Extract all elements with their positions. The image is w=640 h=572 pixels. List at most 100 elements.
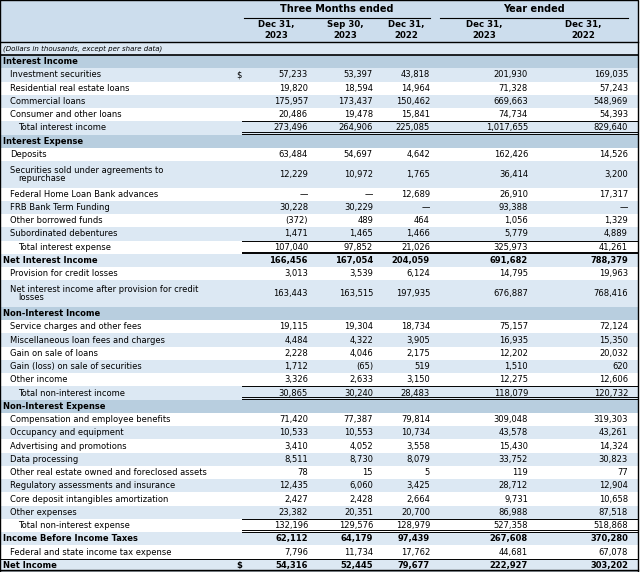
Text: 12,229: 12,229 [279,170,308,179]
Text: 20,351: 20,351 [344,508,373,517]
Text: 20,700: 20,700 [401,508,430,517]
Bar [0,108,638,121]
Text: Non-Interest Income: Non-Interest Income [3,309,100,318]
Bar [0,452,638,466]
Text: 691,682: 691,682 [490,256,528,265]
Text: Commercial loans: Commercial loans [10,97,85,106]
Text: 19,115: 19,115 [279,322,308,331]
Text: 67,078: 67,078 [598,547,628,557]
Text: 10,972: 10,972 [344,170,373,179]
Text: Investment securities: Investment securities [10,70,101,80]
Text: Advertising and promotions: Advertising and promotions [10,442,127,451]
Text: 2,175: 2,175 [406,349,430,358]
Text: 527,358: 527,358 [493,521,528,530]
Text: 87,518: 87,518 [599,508,628,517]
Text: 3,200: 3,200 [604,170,628,179]
Bar [0,201,638,214]
Bar [0,373,638,387]
Text: 54,393: 54,393 [599,110,628,119]
Text: 128,979: 128,979 [396,521,430,530]
Bar [0,227,638,241]
Text: 201,930: 201,930 [493,70,528,80]
Text: 28,483: 28,483 [401,388,430,398]
Text: Service charges and other fees: Service charges and other fees [10,322,141,331]
Text: 12,435: 12,435 [279,481,308,490]
Text: Total interest income: Total interest income [18,124,106,132]
Text: 7,796: 7,796 [284,547,308,557]
Text: 1,465: 1,465 [349,229,373,239]
Text: 8,730: 8,730 [349,455,373,464]
Text: 79,814: 79,814 [401,415,430,424]
Text: 18,734: 18,734 [401,322,430,331]
Text: Interest Income: Interest Income [3,57,78,66]
Text: Other expenses: Other expenses [10,508,77,517]
Text: Securities sold under agreements to: Securities sold under agreements to [10,166,163,175]
Text: 162,426: 162,426 [493,150,528,159]
Text: Non-Interest Expense: Non-Interest Expense [3,402,106,411]
Text: Occupancy and equipment: Occupancy and equipment [10,428,124,438]
Bar [0,546,638,559]
Text: 54,697: 54,697 [344,150,373,159]
Text: Income Before Income Taxes: Income Before Income Taxes [3,534,138,543]
Text: 21,026: 21,026 [401,243,430,252]
Text: Total non-interest income: Total non-interest income [18,388,125,398]
Text: 23,382: 23,382 [279,508,308,517]
Text: Federal Home Loan Bank advances: Federal Home Loan Bank advances [10,190,158,198]
Text: 17,762: 17,762 [401,547,430,557]
Text: 5: 5 [425,468,430,477]
Bar [0,360,638,373]
Text: 2,228: 2,228 [284,349,308,358]
Text: 325,973: 325,973 [493,243,528,252]
Text: Total interest expense: Total interest expense [18,243,111,252]
Text: 3,425: 3,425 [406,481,430,490]
Text: 41,261: 41,261 [599,243,628,252]
Text: 17,317: 17,317 [599,190,628,198]
Text: Provision for credit losses: Provision for credit losses [10,269,118,278]
Text: 5,779: 5,779 [504,229,528,239]
Bar [0,280,638,307]
Text: 19,963: 19,963 [599,269,628,278]
Text: 74,734: 74,734 [499,110,528,119]
Text: 57,243: 57,243 [599,84,628,93]
Bar [0,439,638,452]
Text: 3,539: 3,539 [349,269,373,278]
Bar [0,214,638,227]
Text: —: — [422,203,430,212]
Text: 12,202: 12,202 [499,349,528,358]
Text: 8,511: 8,511 [284,455,308,464]
Text: 370,280: 370,280 [590,534,628,543]
Text: 167,054: 167,054 [335,256,373,265]
Text: 6,124: 6,124 [406,269,430,278]
Text: 8,079: 8,079 [406,455,430,464]
Text: 4,046: 4,046 [349,349,373,358]
Text: Miscellaneous loan fees and charges: Miscellaneous loan fees and charges [10,336,165,344]
Text: —: — [620,203,628,212]
Text: 52,445: 52,445 [340,561,373,570]
Text: 12,689: 12,689 [401,190,430,198]
Text: 3,150: 3,150 [406,375,430,384]
Text: 75,157: 75,157 [499,322,528,331]
Text: 829,640: 829,640 [594,124,628,132]
Text: Data processing: Data processing [10,455,78,464]
Text: Other borrowed funds: Other borrowed funds [10,216,102,225]
Text: Sep 30,
2023: Sep 30, 2023 [327,20,364,39]
Text: 1,056: 1,056 [504,216,528,225]
Text: Subordinated debentures: Subordinated debentures [10,229,118,239]
Text: 26,910: 26,910 [499,190,528,198]
Text: 163,443: 163,443 [273,289,308,298]
Text: 1,765: 1,765 [406,170,430,179]
Text: 4,642: 4,642 [406,150,430,159]
Text: 9,731: 9,731 [504,495,528,503]
Text: 303,202: 303,202 [590,561,628,570]
Text: 79,677: 79,677 [398,561,430,570]
Text: 4,889: 4,889 [604,229,628,239]
Text: 129,576: 129,576 [339,521,373,530]
Text: 267,608: 267,608 [490,534,528,543]
Text: 1,017,655: 1,017,655 [486,124,528,132]
Text: 30,823: 30,823 [599,455,628,464]
Bar [0,241,638,254]
Text: 18,594: 18,594 [344,84,373,93]
Text: —: — [300,190,308,198]
Bar [0,82,638,95]
Bar [0,55,638,68]
